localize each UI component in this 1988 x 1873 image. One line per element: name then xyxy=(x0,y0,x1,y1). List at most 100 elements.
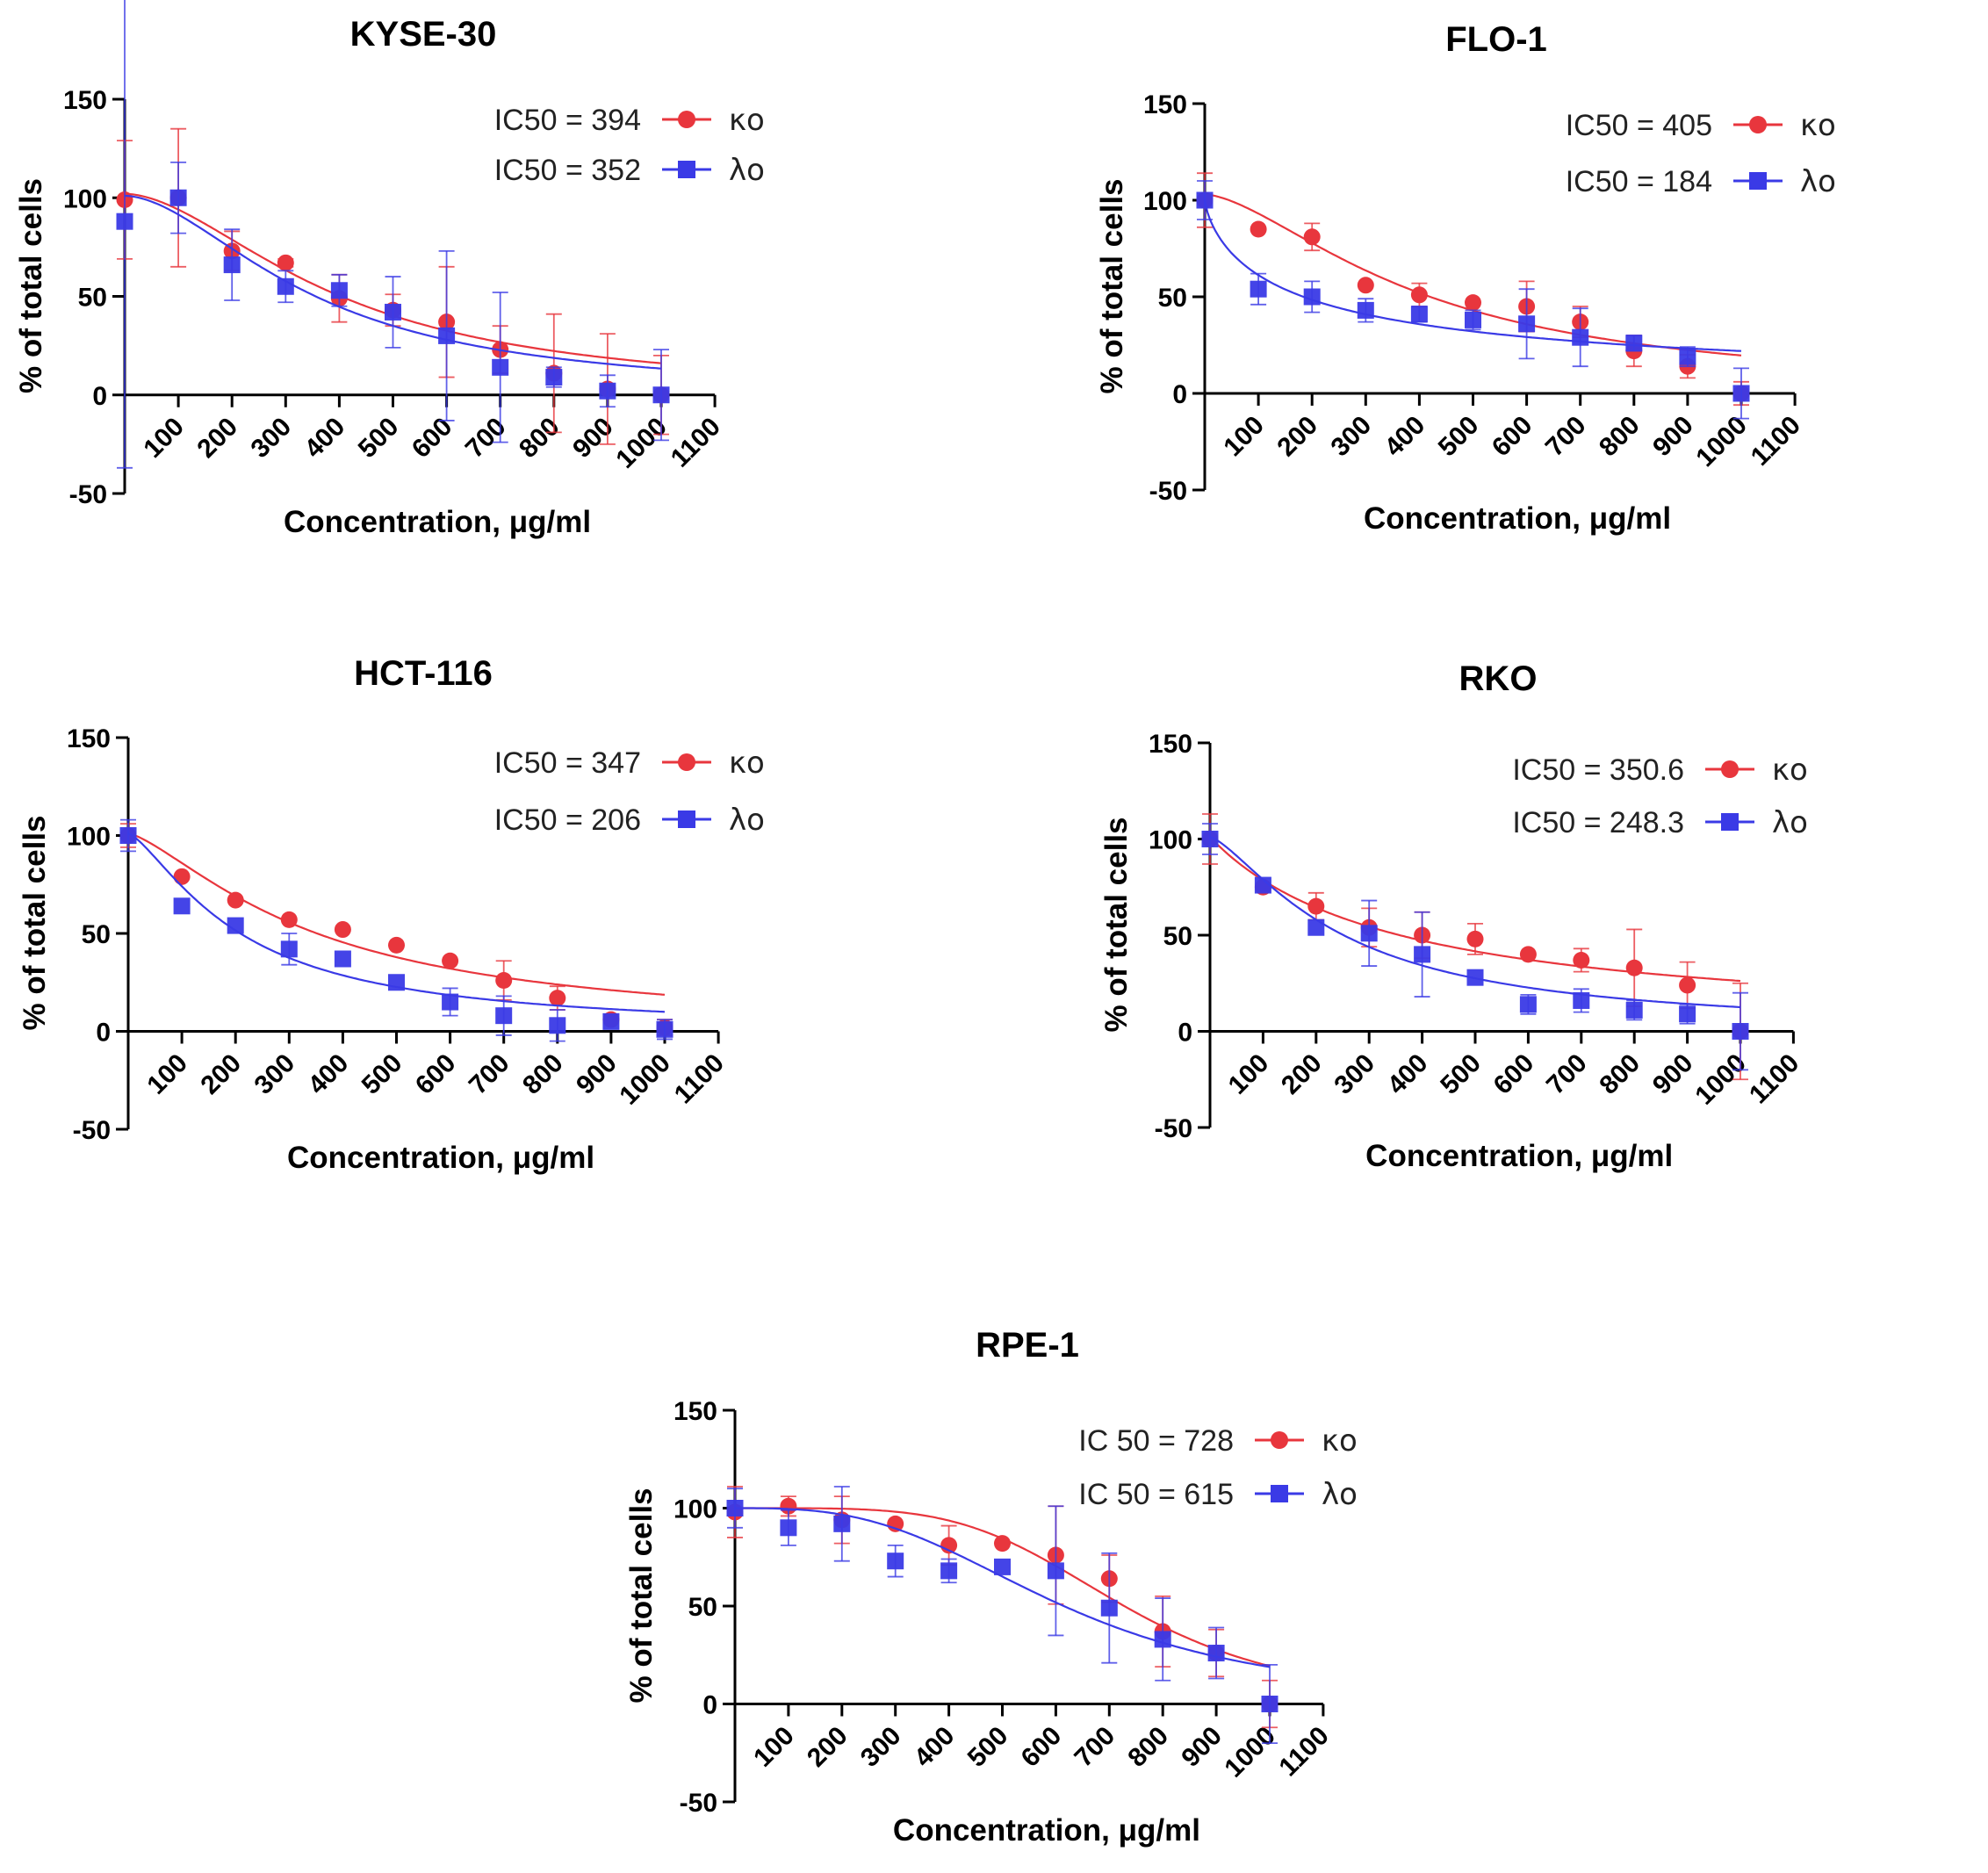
x-tick-label: 400 xyxy=(909,1721,961,1773)
series-lo xyxy=(116,0,670,469)
y-tick-label: 0 xyxy=(92,382,107,411)
data-point-lo xyxy=(545,369,563,386)
legend-series-name: λo xyxy=(1800,164,1836,199)
legend-marker-lo xyxy=(1721,813,1739,831)
fit-curve xyxy=(1203,199,1742,352)
data-point-lo xyxy=(652,386,670,404)
data-point-lo xyxy=(833,1515,851,1532)
data-point-ko xyxy=(1250,220,1267,238)
legend-series-name: λo xyxy=(1322,1477,1358,1512)
chart-title: FLO-1 xyxy=(1445,20,1547,59)
y-tick-label: 50 xyxy=(688,1593,717,1622)
data-point-lo xyxy=(227,917,244,934)
data-point-lo xyxy=(1410,306,1428,323)
data-point-lo xyxy=(330,282,348,299)
y-tick-label: 150 xyxy=(1149,730,1192,759)
legend-marker-ko xyxy=(1721,760,1739,778)
x-tick-label: 1000 xyxy=(614,1048,676,1111)
x-tick-label: 800 xyxy=(1594,1048,1646,1100)
data-point-ko xyxy=(1573,951,1590,969)
data-point-lo xyxy=(1303,288,1321,306)
data-point-lo xyxy=(1100,1599,1118,1617)
data-point-lo xyxy=(1154,1631,1171,1648)
x-axis-label: Concentration, μg/ml xyxy=(1364,501,1671,536)
x-tick-label: 300 xyxy=(1329,1048,1380,1100)
legend-marker-lo xyxy=(678,810,695,828)
y-axis-label: % of total cells xyxy=(14,178,48,393)
data-point-ko xyxy=(1357,277,1374,294)
x-tick-label: 600 xyxy=(410,1048,462,1100)
y-tick-label: -50 xyxy=(73,1116,111,1145)
y-tick-label: 100 xyxy=(1143,187,1187,216)
y-tick-label: -50 xyxy=(680,1789,717,1818)
data-point-lo xyxy=(1207,1645,1225,1662)
data-point-lo xyxy=(495,1007,513,1025)
x-tick-label: 800 xyxy=(514,412,565,464)
fit-curve xyxy=(127,832,666,996)
data-point-lo xyxy=(334,950,351,968)
x-tick-label: 500 xyxy=(357,1048,408,1100)
data-point-lo xyxy=(1047,1562,1064,1580)
legend-ic50-label: IC50 = 350.6 xyxy=(1512,753,1684,787)
y-tick-label: 50 xyxy=(82,920,111,949)
data-point-lo xyxy=(994,1558,1011,1575)
series-ko xyxy=(119,823,673,1036)
y-tick-label: 150 xyxy=(673,1397,717,1426)
x-tick-label: 600 xyxy=(1016,1721,1068,1773)
chart-title: KYSE-30 xyxy=(350,15,497,54)
x-tick-label: 800 xyxy=(1122,1721,1174,1773)
legend-series-name: λo xyxy=(729,153,765,188)
data-point-lo xyxy=(116,213,133,230)
data-point-ko xyxy=(1625,959,1643,976)
x-tick-label: 1100 xyxy=(669,1048,730,1109)
series-lo xyxy=(726,1486,1279,1744)
legend-marker-lo xyxy=(1271,1485,1288,1502)
legend-series-name: κo xyxy=(1800,108,1836,143)
legend-series-name: κo xyxy=(1772,753,1808,788)
y-tick-label: 50 xyxy=(1163,922,1192,951)
x-tick-label: 1100 xyxy=(1273,1721,1334,1782)
data-point-lo xyxy=(1466,969,1484,986)
data-point-lo xyxy=(656,1020,673,1038)
data-point-ko xyxy=(388,936,405,954)
x-axis-label: Concentration, μg/ml xyxy=(287,1141,594,1175)
x-tick-label: 200 xyxy=(191,412,243,464)
data-point-ko xyxy=(549,990,566,1007)
y-axis-label: % of total cells xyxy=(624,1488,659,1703)
data-point-lo xyxy=(385,303,401,321)
x-tick-label: 700 xyxy=(1070,1721,1121,1773)
y-tick-label: 150 xyxy=(67,724,111,753)
legend-ic50-label: IC 50 = 615 xyxy=(1078,1478,1234,1511)
x-axis-label: Concentration, μg/ml xyxy=(1365,1139,1673,1173)
data-point-lo xyxy=(173,897,191,915)
series-lo xyxy=(1201,823,1749,1071)
x-tick-label: 500 xyxy=(1435,1048,1487,1100)
y-tick-label: 0 xyxy=(96,1019,111,1048)
data-point-lo xyxy=(1357,301,1374,319)
x-axis-label: Concentration, μg/ml xyxy=(893,1813,1200,1848)
data-point-lo xyxy=(492,358,509,376)
data-point-lo xyxy=(280,940,298,958)
legend-marker-ko xyxy=(678,111,695,128)
y-tick-label: 150 xyxy=(63,86,107,115)
x-tick-label: 600 xyxy=(1487,411,1538,463)
data-point-ko xyxy=(277,254,294,271)
y-tick-label: 100 xyxy=(63,184,107,213)
data-point-ko xyxy=(442,952,459,969)
legend-ic50-label: IC50 = 347 xyxy=(494,746,641,780)
x-tick-label: 400 xyxy=(1382,1048,1434,1100)
data-point-lo xyxy=(1254,876,1271,894)
x-tick-label: 100 xyxy=(1218,411,1270,463)
data-point-lo xyxy=(1201,831,1219,847)
data-point-lo xyxy=(1573,991,1590,1009)
x-tick-label: 300 xyxy=(246,412,298,464)
legend-marker-ko xyxy=(678,753,695,771)
x-axis-label: Concentration, μg/ml xyxy=(284,505,591,539)
data-point-ko xyxy=(994,1535,1011,1552)
data-point-lo xyxy=(1465,311,1481,328)
x-tick-label: 1100 xyxy=(666,412,726,472)
